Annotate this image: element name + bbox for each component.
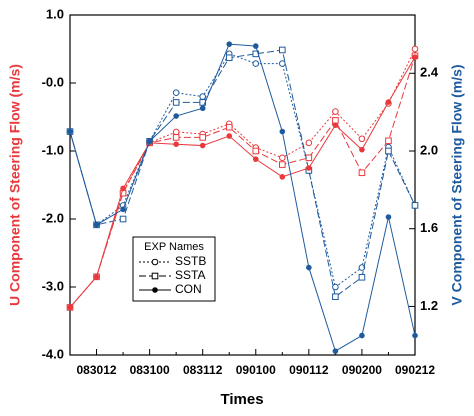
legend-title: EXP Names: [144, 241, 204, 253]
point: [305, 154, 313, 162]
point: [332, 117, 339, 124]
point: [358, 169, 366, 177]
point: [279, 46, 286, 54]
series-line: [69, 43, 416, 352]
point: [172, 89, 180, 97]
y-tick-label: 1.0: [46, 6, 64, 21]
point: [332, 348, 339, 354]
point: [385, 99, 392, 105]
legend-label: CON: [175, 282, 202, 296]
legend-label: SSTA: [175, 268, 205, 282]
point: [252, 147, 260, 155]
y2-tick-label: 1.6: [420, 220, 438, 235]
point: [172, 99, 180, 106]
point: [332, 293, 339, 301]
point: [358, 273, 366, 281]
x-tick-label: 090100: [236, 363, 276, 377]
point: [279, 174, 286, 180]
x-tick-label: 083012: [77, 363, 117, 377]
point: [306, 264, 312, 271]
y2-axis-label: V Component of Steering Flow (m/s): [449, 64, 465, 305]
point: [385, 147, 392, 155]
series-line: [69, 48, 416, 308]
point: [120, 206, 126, 213]
point: [146, 138, 153, 145]
y-tick-label: -2.0: [42, 210, 64, 225]
point: [332, 122, 339, 128]
point: [225, 54, 233, 62]
point: [359, 146, 365, 153]
point: [172, 128, 180, 136]
point: [226, 41, 233, 47]
point: [67, 128, 73, 135]
series-line: [69, 55, 416, 308]
point: [119, 215, 127, 223]
point: [306, 165, 312, 171]
point: [385, 137, 392, 145]
point: [411, 202, 419, 209]
point: [279, 60, 286, 67]
point: [332, 108, 339, 115]
point: [67, 304, 73, 311]
point: [385, 214, 392, 220]
point: [226, 133, 233, 139]
y2-tick-label: 2.4: [420, 65, 439, 80]
y-tick-label: -3.0: [42, 278, 64, 293]
point: [172, 134, 180, 141]
legend-label: SSTB: [175, 254, 206, 268]
point: [305, 139, 313, 147]
y2-tick-label: 1.2: [420, 298, 438, 313]
point: [279, 128, 286, 135]
series-line: [69, 56, 416, 308]
point: [411, 45, 419, 53]
x-tick-label: 090112: [289, 363, 329, 377]
x-tick-label: 090212: [395, 363, 435, 377]
series-line: [69, 49, 416, 298]
point: [412, 332, 418, 339]
series-line: [69, 53, 416, 288]
point: [252, 60, 260, 67]
y-tick-label: -1.0: [42, 142, 64, 157]
y-axis-label: U Component of Steering Flow (m/s): [7, 64, 23, 306]
point: [152, 287, 158, 293]
point: [120, 185, 126, 192]
point: [279, 154, 286, 162]
point: [151, 258, 159, 266]
point: [279, 161, 286, 168]
point: [359, 332, 365, 339]
x-tick-label: 083112: [183, 363, 223, 377]
y2-tick-label: 2.0: [420, 142, 438, 157]
point: [173, 113, 179, 119]
y-tick-label: -0.0: [42, 74, 64, 89]
point: [199, 142, 206, 149]
point: [252, 43, 259, 49]
point: [358, 264, 366, 271]
x-tick-label: 090200: [342, 363, 382, 377]
plot-frame: [69, 14, 416, 356]
point: [93, 222, 100, 228]
y-tick-label: -4.0: [42, 346, 64, 361]
point: [151, 272, 159, 280]
point: [173, 141, 179, 147]
point: [199, 134, 206, 141]
point: [225, 123, 233, 131]
point: [412, 54, 418, 60]
point: [332, 283, 339, 291]
point: [358, 135, 366, 143]
point: [252, 156, 259, 162]
x-axis-label: Times: [220, 391, 263, 408]
x-tick-label: 083100: [130, 363, 170, 377]
point: [199, 105, 206, 112]
point: [93, 274, 100, 280]
